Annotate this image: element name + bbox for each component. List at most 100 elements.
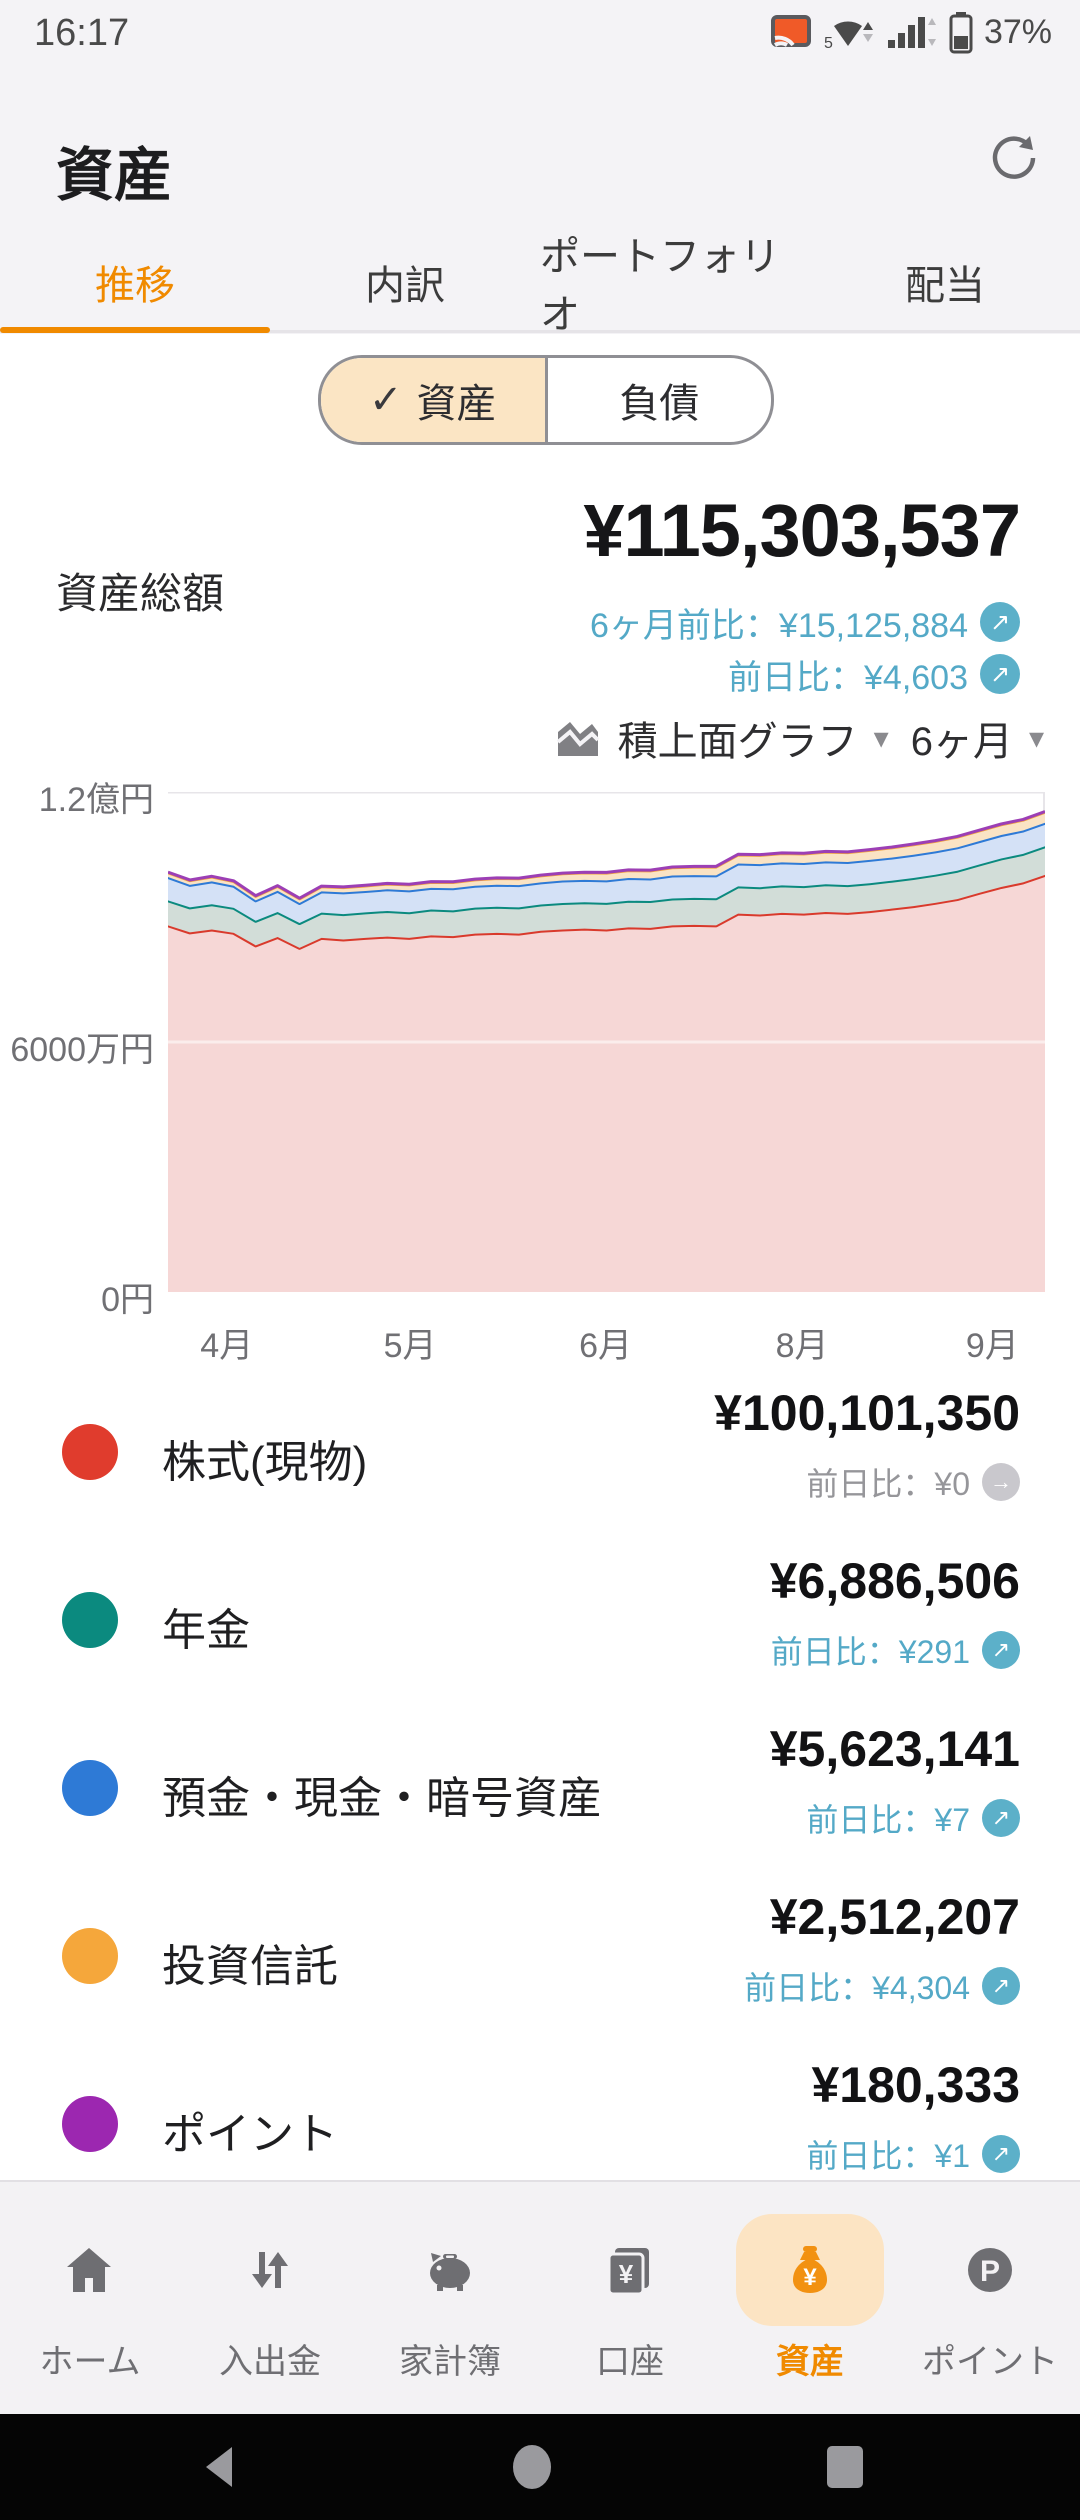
chart-type-label: 積上面グラフ	[617, 720, 858, 764]
legend-dot-icon	[62, 2096, 118, 2152]
android-back-button[interactable]	[160, 2414, 280, 2520]
legend-change-row: 前日比：¥7 ↗	[806, 1796, 1020, 1840]
status-bar: 16:17 5 37%	[0, 0, 1080, 62]
up-arrow-icon: ↗	[982, 1799, 1020, 1837]
chart-period-label: 6ヶ月	[910, 720, 1013, 764]
chevron-down-icon: ▾	[873, 721, 889, 755]
battery-icon	[949, 12, 973, 54]
legend-change-row: 前日比：¥291 ↗	[771, 1628, 1020, 1672]
tab-bar: 推移 内訳 ポートフォリオ 配当	[0, 230, 1080, 337]
legend-row-3[interactable]: 投資信託 ¥2,512,207 前日比：¥4,304 ↗	[0, 1882, 1080, 2034]
toggle-liabilities[interactable]: 負債	[548, 358, 772, 442]
signal-icon	[887, 17, 936, 48]
legend-name: ポイント	[162, 2110, 338, 2159]
up-arrow-icon: ↗	[982, 1631, 1020, 1669]
back-icon	[206, 2447, 232, 2487]
flat-arrow-icon: →	[982, 1463, 1020, 1501]
area-chart-icon	[556, 722, 600, 756]
nav-item-家計簿[interactable]: 家計簿	[360, 2182, 540, 2416]
check-icon: ✓	[368, 378, 403, 422]
tab-3[interactable]: 配当	[905, 264, 985, 308]
toggle-divider	[544, 358, 548, 442]
tab-divider	[0, 330, 1080, 333]
legend-change-text: 前日比：¥1	[806, 2138, 970, 2174]
android-home-button[interactable]	[472, 2414, 592, 2520]
wifi-5g-icon: 5	[824, 21, 873, 52]
nav-item-資産[interactable]: ¥ 資産	[720, 2182, 900, 2416]
battery-percent: 37%	[983, 12, 1052, 51]
x-tick-4: 9月	[965, 1327, 1019, 1365]
area-band-1	[168, 846, 1045, 948]
chart-controls: 積上面グラフ ▾ 6ヶ月 ▾	[554, 708, 1044, 768]
x-tick-0: 4月	[200, 1327, 254, 1365]
android-recents-button[interactable]	[785, 2414, 905, 2520]
legend-value: ¥6,886,506	[769, 1553, 1020, 1609]
legend-name: 年金	[162, 1606, 250, 1655]
recents-square-icon	[827, 2446, 863, 2488]
up-arrow-icon: ↗	[980, 654, 1020, 694]
toggle-assets-label: 資産	[416, 382, 497, 426]
piggy-bank-icon	[430, 2253, 470, 2291]
six-month-change-row: 6ヶ月前比：¥15,125,884 ↗	[590, 600, 1020, 645]
legend-change-row: 前日比：¥1 ↗	[806, 2132, 1020, 2176]
nav-item-ホーム[interactable]: ホーム	[0, 2182, 180, 2416]
legend-change-text: 前日比：¥7	[806, 1802, 970, 1838]
area-band-0	[168, 874, 1045, 1292]
home-icon	[67, 2248, 111, 2292]
legend-change-text: 前日比：¥4,304	[744, 1970, 970, 2006]
svg-text:¥: ¥	[619, 2259, 634, 2289]
stacked-area-chart[interactable]	[168, 792, 1045, 1292]
active-tab-underline	[0, 327, 270, 333]
svg-text:P: P	[980, 2255, 1000, 2288]
tab-2[interactable]: ポートフォリオ	[540, 235, 780, 337]
legend-change-text: 前日比：¥291	[770, 1634, 970, 1670]
legend-dot-icon	[62, 1928, 118, 1984]
status-clock: 16:17	[34, 12, 130, 54]
nav-label: ホーム	[39, 2343, 141, 2381]
legend-value: ¥180,333	[811, 2057, 1020, 2113]
area-line-4	[168, 810, 1045, 900]
legend-name: 投資信託	[162, 1942, 338, 1991]
legend-row-0[interactable]: 株式(現物) ¥100,101,350 前日比：¥0 →	[0, 1378, 1080, 1530]
transfer-icon	[252, 2252, 288, 2288]
nav-item-口座[interactable]: ¥ 口座	[540, 2182, 720, 2416]
y-tick-1: 6000万円	[10, 1031, 154, 1069]
day-change-text: 前日比：¥4,603	[728, 658, 968, 697]
legend-name: 預金・現金・暗号資産	[162, 1774, 602, 1823]
tab-0[interactable]: 推移	[95, 264, 175, 308]
legend-dot-icon	[62, 1424, 118, 1480]
legend-row-4[interactable]: ポイント ¥180,333 前日比：¥1 ↗	[0, 2050, 1080, 2202]
toggle-assets[interactable]: ✓ 資産	[321, 358, 545, 442]
legend-change-text: 前日比：¥0	[806, 1466, 970, 1502]
y-tick-0: 1.2億円	[38, 781, 154, 819]
home-circle-icon	[513, 2445, 551, 2489]
legend-row-1[interactable]: 年金 ¥6,886,506 前日比：¥291 ↗	[0, 1546, 1080, 1698]
legend-value: ¥100,101,350	[714, 1385, 1020, 1441]
up-arrow-icon: ↗	[980, 602, 1020, 642]
nav-item-入出金[interactable]: 入出金	[180, 2182, 360, 2416]
x-tick-1: 5月	[383, 1327, 437, 1365]
android-nav-bar	[0, 2414, 1080, 2520]
legend-row-2[interactable]: 預金・現金・暗号資産 ¥5,623,141 前日比：¥7 ↗	[0, 1714, 1080, 1866]
nav-item-ポイント[interactable]: P ポイント	[900, 2182, 1080, 2416]
y-tick-2: 0円	[101, 1281, 154, 1319]
nav-label: 家計簿	[399, 2343, 501, 2381]
total-assets-value: ¥115,303,537	[583, 489, 1021, 572]
chevron-down-icon: ▾	[1028, 721, 1044, 755]
svg-text:¥: ¥	[803, 2264, 817, 2291]
legend-change-row: 前日比：¥4,304 ↗	[744, 1964, 1020, 2008]
toggle-liabilities-label: 負債	[619, 382, 700, 426]
tab-1[interactable]: 内訳	[365, 264, 445, 308]
nav-label: 資産	[776, 2343, 844, 2381]
x-tick-2: 6月	[579, 1327, 633, 1365]
bottom-navigation: ホーム 入出金 家計簿 ¥ 口座 ¥ 資産 P ポイント	[0, 2180, 1080, 2416]
x-tick-3: 8月	[775, 1327, 829, 1365]
chart-period-select[interactable]: 6ヶ月 ▾	[911, 709, 1044, 767]
top-background	[0, 0, 1080, 334]
up-arrow-icon: ↗	[982, 1967, 1020, 2005]
chart-type-select[interactable]: 積上面グラフ ▾	[554, 709, 889, 767]
up-arrow-icon: ↗	[982, 2135, 1020, 2173]
area-band-3	[168, 812, 1045, 904]
legend-name: 株式(現物)	[162, 1438, 368, 1487]
refresh-button[interactable]	[986, 130, 1042, 186]
